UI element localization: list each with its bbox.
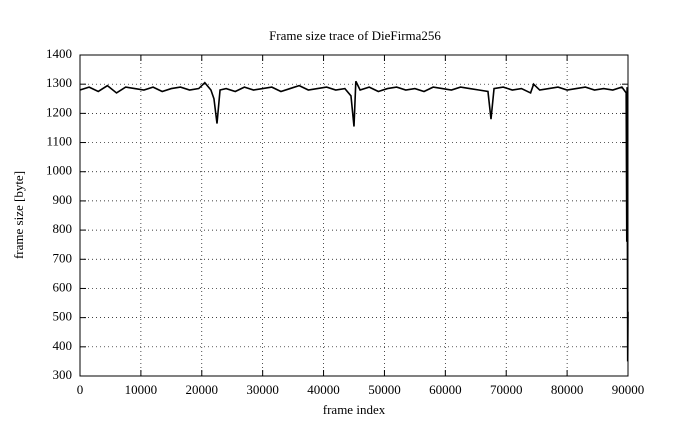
plot-border <box>79 54 629 377</box>
x-tick-label: 40000 <box>307 382 340 397</box>
x-tick-label: 0 <box>77 382 84 397</box>
y-tick-label: 1300 <box>46 75 72 90</box>
y-axis-label: frame size [byte] <box>11 171 26 259</box>
y-tick-label: 1000 <box>46 163 72 178</box>
x-axis-label: frame index <box>323 402 386 417</box>
x-tick-label: 50000 <box>368 382 401 397</box>
y-tick-label: 1100 <box>46 134 72 149</box>
chart-title: Frame size trace of DieFirma256 <box>269 28 441 43</box>
y-tick-label: 1200 <box>46 104 72 119</box>
y-tick-label: 500 <box>53 309 73 324</box>
x-tick-label: 90000 <box>612 382 645 397</box>
y-tick-label: 800 <box>53 221 73 236</box>
x-tick-label: 70000 <box>490 382 523 397</box>
x-tick-label: 80000 <box>551 382 584 397</box>
y-tick-label: 1400 <box>46 46 72 61</box>
x-tick-label: 60000 <box>429 382 462 397</box>
x-tick-label: 10000 <box>125 382 158 397</box>
y-tick-label: 400 <box>53 338 73 353</box>
x-tick-label: 30000 <box>246 382 279 397</box>
y-tick-label: 300 <box>53 367 73 382</box>
y-tick-label: 700 <box>53 250 73 265</box>
x-tick-label: 20000 <box>186 382 219 397</box>
y-tick-label: 600 <box>53 279 73 294</box>
y-tick-label: 900 <box>53 192 73 207</box>
data-line <box>79 80 629 362</box>
